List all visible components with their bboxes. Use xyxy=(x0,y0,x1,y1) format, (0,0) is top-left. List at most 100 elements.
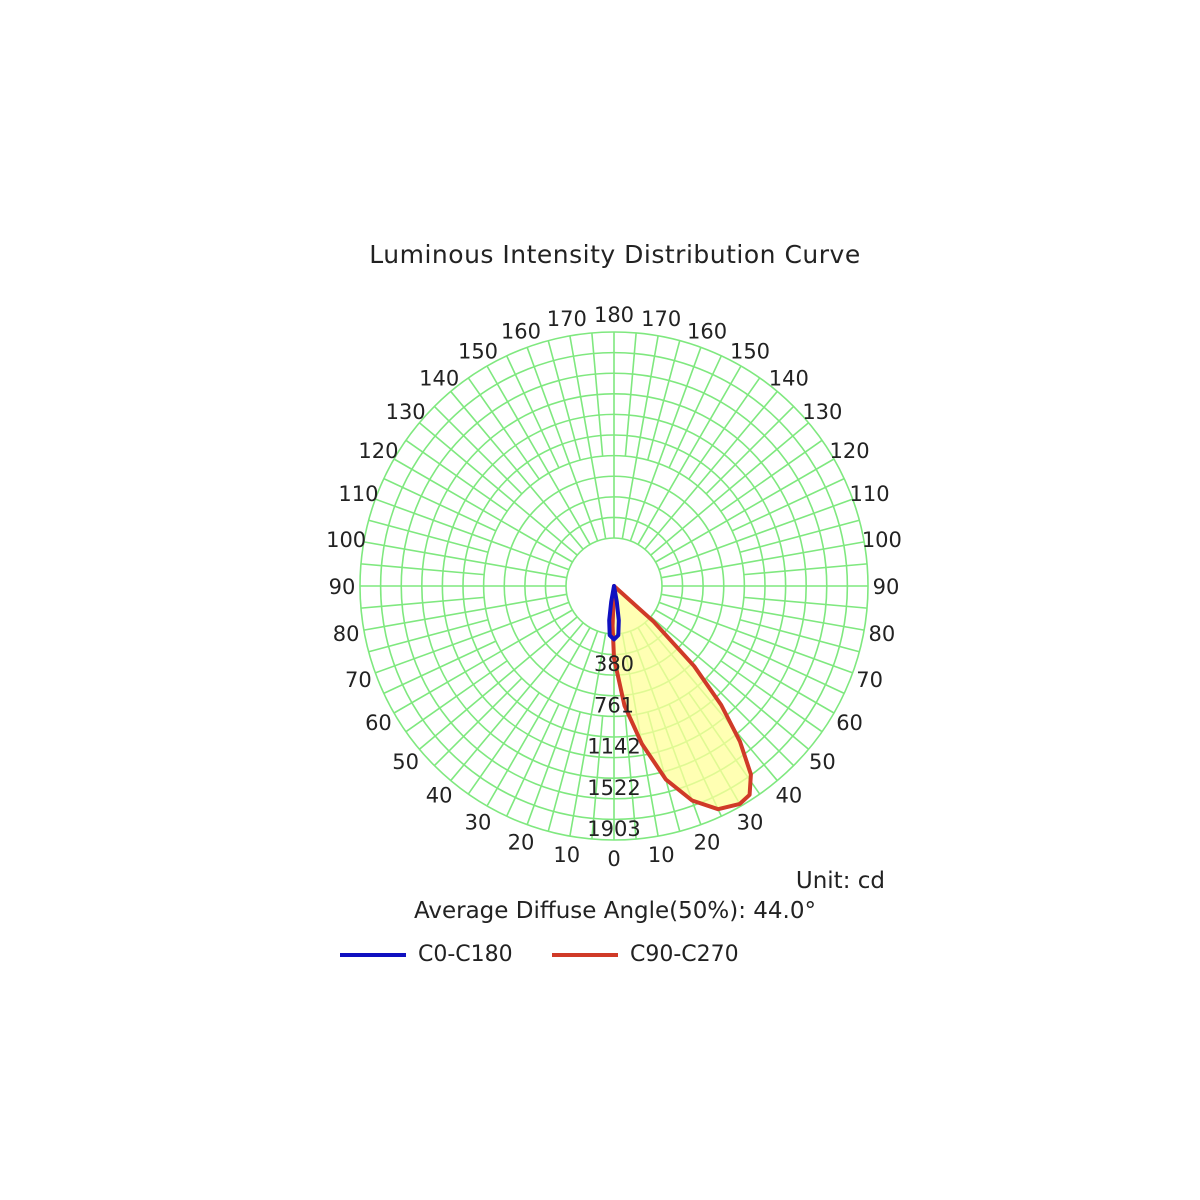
legend-swatch-c0 xyxy=(340,953,406,957)
grid-spoke xyxy=(360,563,485,576)
angle-tick-label: 20 xyxy=(508,831,535,855)
grid-spoke xyxy=(569,335,607,539)
grid-spoke xyxy=(658,601,853,674)
angle-tick-label: 150 xyxy=(458,339,498,363)
grid-spoke xyxy=(668,355,723,469)
unit-label: Unit: cd xyxy=(795,868,885,894)
grid-spoke xyxy=(646,340,681,461)
grid-spoke xyxy=(743,596,868,609)
angle-tick-label: 110 xyxy=(850,482,890,506)
grid-spoke xyxy=(433,405,523,495)
grid-spoke xyxy=(505,703,560,817)
grid-spoke xyxy=(621,335,659,539)
angle-tick-label: 40 xyxy=(775,783,802,807)
grid-spoke xyxy=(360,596,485,609)
grid-spoke xyxy=(547,711,582,832)
grid-spoke xyxy=(368,519,489,554)
angle-tick-label: 70 xyxy=(345,668,372,692)
grid-spoke xyxy=(720,439,823,512)
grid-spoke xyxy=(375,498,570,571)
angle-tick-label: 100 xyxy=(862,528,902,552)
grid-spoke xyxy=(661,593,865,631)
average-diffuse-angle: Average Diffuse Angle(50%): 44.0° xyxy=(413,898,817,924)
grid-spoke xyxy=(450,390,584,550)
angle-tick-label: 130 xyxy=(802,400,842,424)
angle-tick-label: 160 xyxy=(501,319,541,343)
grid-spoke xyxy=(655,609,835,714)
grid-spoke xyxy=(363,593,567,631)
grid-spoke xyxy=(705,677,795,767)
grid-spoke xyxy=(624,715,637,840)
grid-spoke xyxy=(418,616,578,750)
grid-spoke xyxy=(644,390,778,550)
angle-tick-label: 10 xyxy=(553,843,580,867)
angle-tick-label: 120 xyxy=(358,439,398,463)
angle-tick-label: 70 xyxy=(856,668,883,692)
chart-title: Luminous Intensity Distribution Curve xyxy=(369,240,861,269)
grid-spoke xyxy=(467,377,540,480)
grid-spoke xyxy=(433,677,523,767)
grid-spoke xyxy=(375,601,570,674)
grid-spoke xyxy=(526,347,599,542)
legend-label-c0: C0-C180 xyxy=(418,942,513,967)
grid-spoke xyxy=(591,332,604,457)
angle-tick-label: 170 xyxy=(547,307,587,331)
angle-tick-label: 140 xyxy=(419,367,459,391)
grid-spoke xyxy=(637,365,742,545)
grid-spoke xyxy=(705,405,795,495)
grid-spoke xyxy=(629,347,702,542)
angle-tick-label: 130 xyxy=(386,400,426,424)
grid-spoke xyxy=(655,458,835,563)
grid-spoke xyxy=(418,422,578,556)
angle-tick-label: 10 xyxy=(648,843,675,867)
angle-tick-label: 20 xyxy=(694,831,721,855)
grid-spoke xyxy=(505,355,560,469)
angle-tick-label: 80 xyxy=(333,622,360,646)
grid-spoke xyxy=(720,660,823,733)
angle-tick-label: 80 xyxy=(869,622,896,646)
legend-item-c90: C90-C270 xyxy=(552,942,739,967)
grid-spoke xyxy=(731,640,845,695)
legend-item-c0: C0-C180 xyxy=(340,942,513,967)
angle-tick-label: 50 xyxy=(392,750,419,774)
grid-spoke xyxy=(486,365,591,545)
grid-spoke xyxy=(393,609,573,714)
radial-tick-label: 380 xyxy=(594,652,634,676)
series-line-c90 xyxy=(610,584,753,812)
grid-spoke xyxy=(450,622,584,782)
angle-tick-label: 140 xyxy=(769,367,809,391)
angle-tick-label: 150 xyxy=(730,339,770,363)
grid-spoke xyxy=(624,332,637,457)
series-fill-c90 xyxy=(612,586,751,810)
grid-spoke xyxy=(405,439,508,512)
grid-spoke xyxy=(661,541,865,579)
angle-tick-label: 30 xyxy=(737,811,764,835)
angle-tick-label: 160 xyxy=(687,319,727,343)
grid-spoke xyxy=(743,563,868,576)
grid-spoke xyxy=(368,618,489,653)
angle-tick-label: 50 xyxy=(809,750,836,774)
grid-spoke xyxy=(739,519,860,554)
series-line-c0 xyxy=(607,584,621,642)
grid-spoke xyxy=(650,422,810,556)
angle-tick-label: 180 xyxy=(594,303,634,327)
grid-spoke xyxy=(526,630,599,825)
angle-tick-label: 60 xyxy=(836,711,863,735)
series-layer xyxy=(607,584,753,812)
radial-tick-label: 1142 xyxy=(587,735,640,759)
grid-spoke xyxy=(739,618,860,653)
angle-tick-label: 40 xyxy=(426,783,453,807)
angle-tick-label: 0 xyxy=(607,847,620,871)
angle-tick-label: 60 xyxy=(365,711,392,735)
angle-tick-label: 90 xyxy=(873,575,900,599)
grid-spoke xyxy=(383,477,497,532)
grid-spoke xyxy=(688,377,761,480)
grid-spoke xyxy=(383,640,497,695)
grid-spoke xyxy=(731,477,845,532)
legend-swatch-c90 xyxy=(552,953,618,957)
grid-spoke xyxy=(405,660,508,733)
grid-spoke xyxy=(547,340,582,461)
angle-tick-label: 100 xyxy=(326,528,366,552)
